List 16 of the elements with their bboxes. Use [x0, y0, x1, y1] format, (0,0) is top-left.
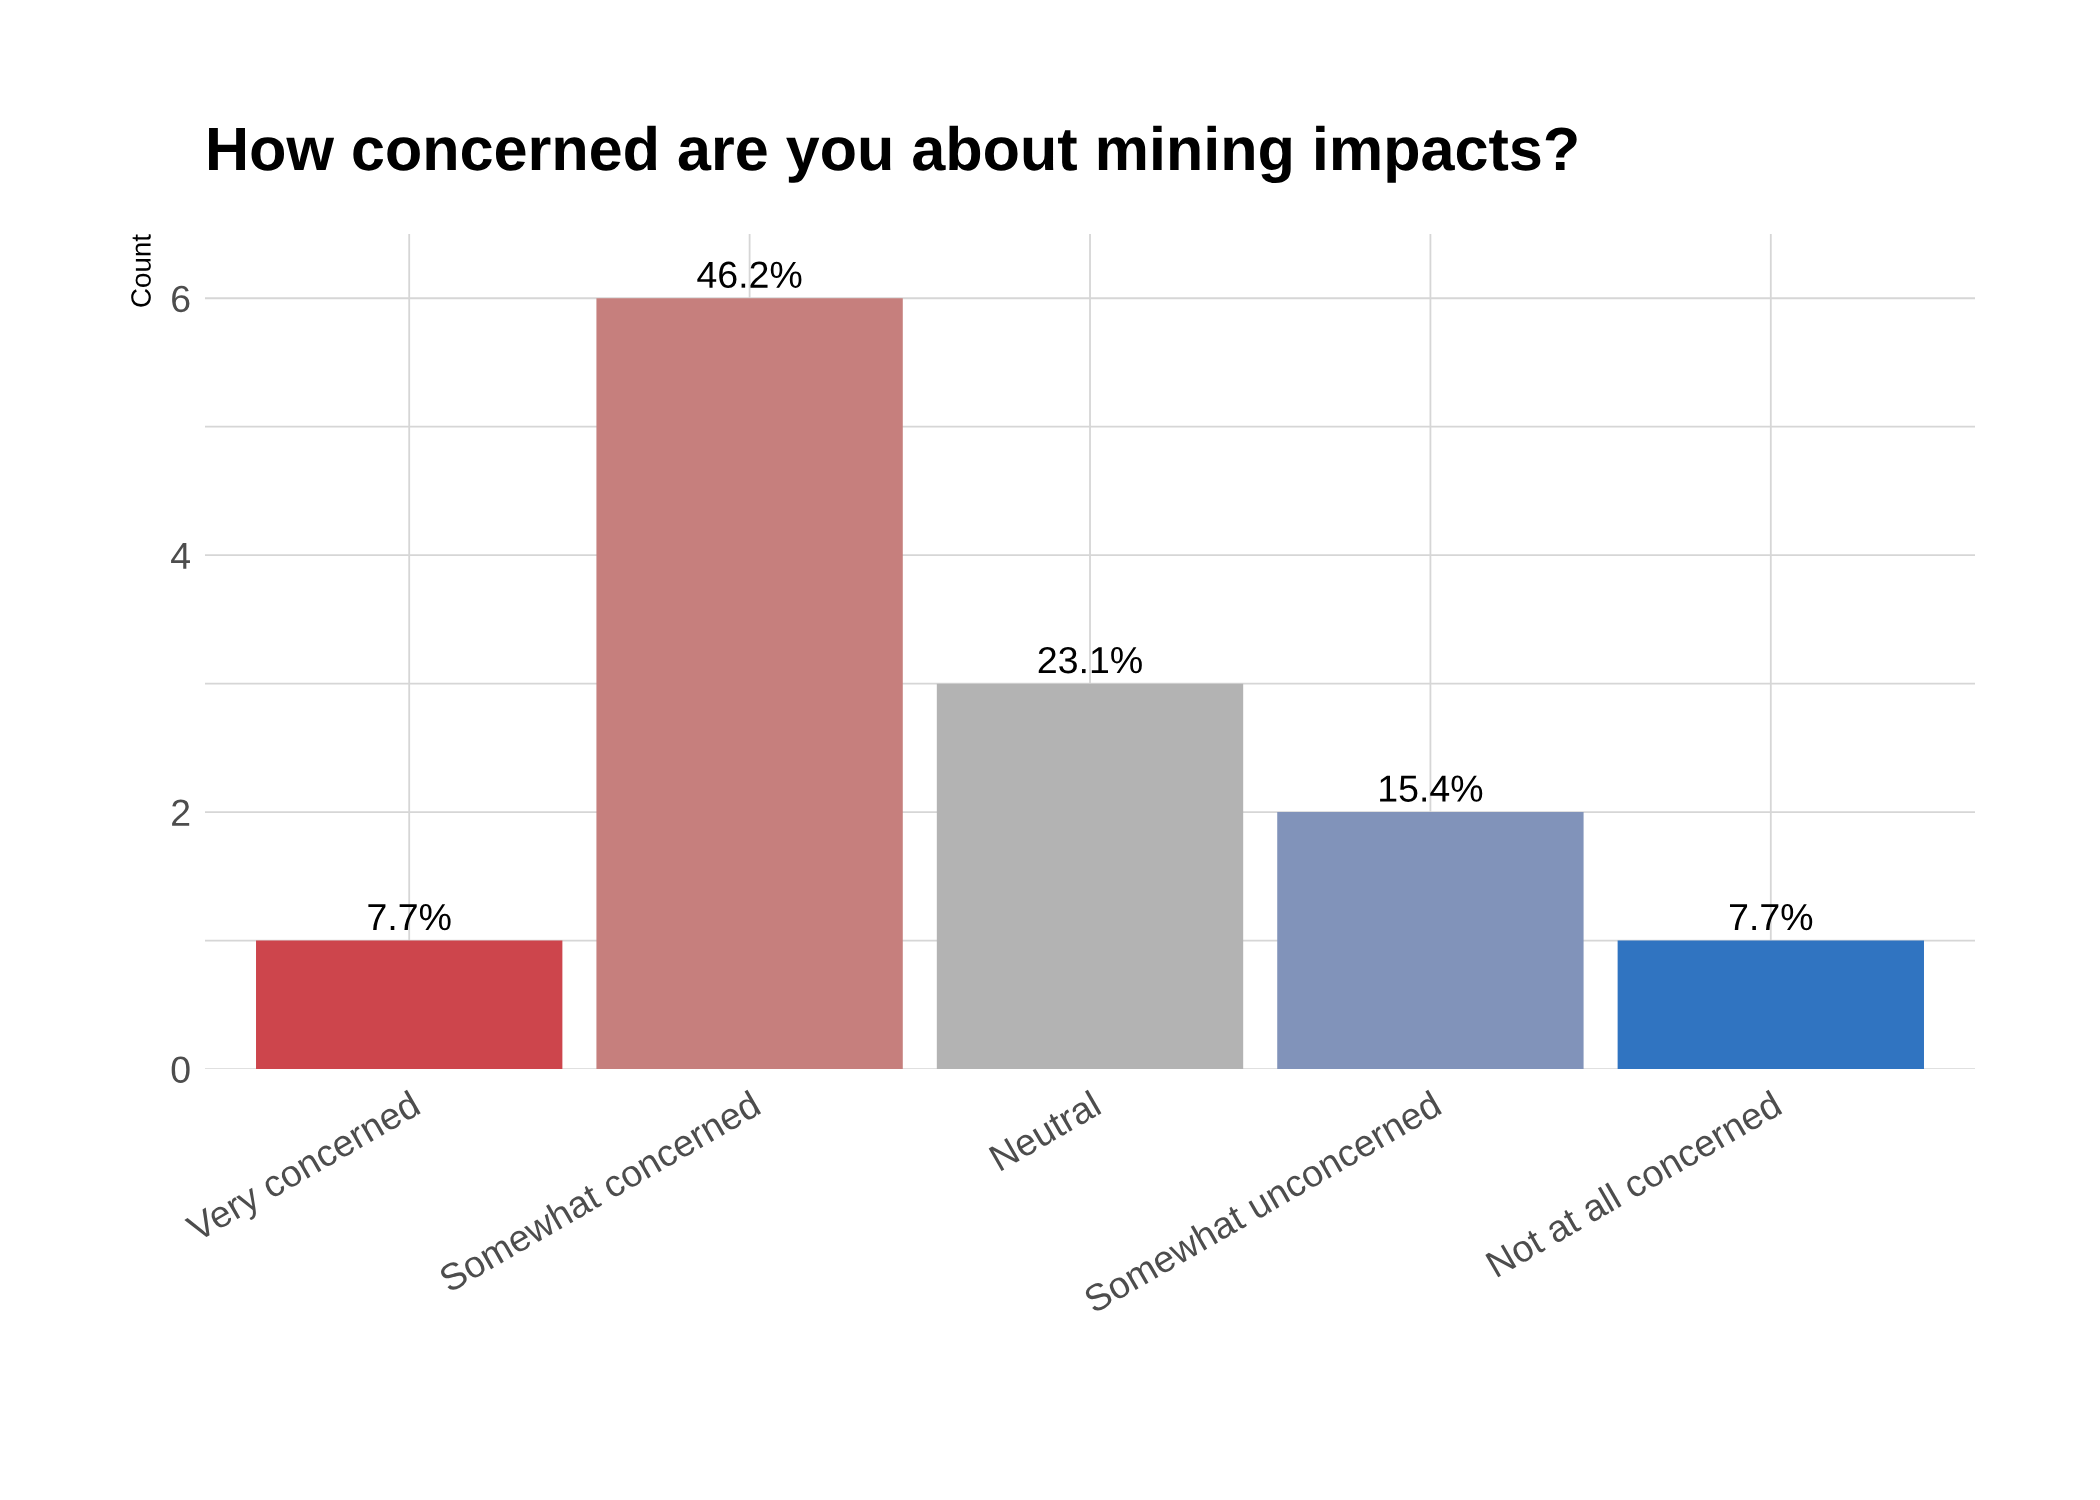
annotation: 23.1%	[1038, 646, 1142, 674]
y-tick-label: 6	[172, 285, 190, 313]
bar	[1277, 812, 1584, 1070]
bar	[1617, 940, 1924, 1070]
y-tick-label: 2	[172, 799, 190, 826]
annotation: 46.2%	[697, 261, 802, 289]
y-axis-title: Count	[131, 234, 151, 307]
y-tick-label: 4	[171, 542, 190, 569]
bar	[936, 683, 1244, 1070]
bar	[596, 298, 903, 1070]
chart-title: How concerned are you about mining impacts?	[209, 125, 1577, 184]
y-tick-label: 0	[171, 1056, 190, 1084]
bar	[256, 940, 563, 1070]
annotation: 15.4%	[1380, 775, 1483, 802]
annotation: 7.7%	[1730, 904, 1813, 931]
annotation: 7.7%	[368, 904, 451, 931]
